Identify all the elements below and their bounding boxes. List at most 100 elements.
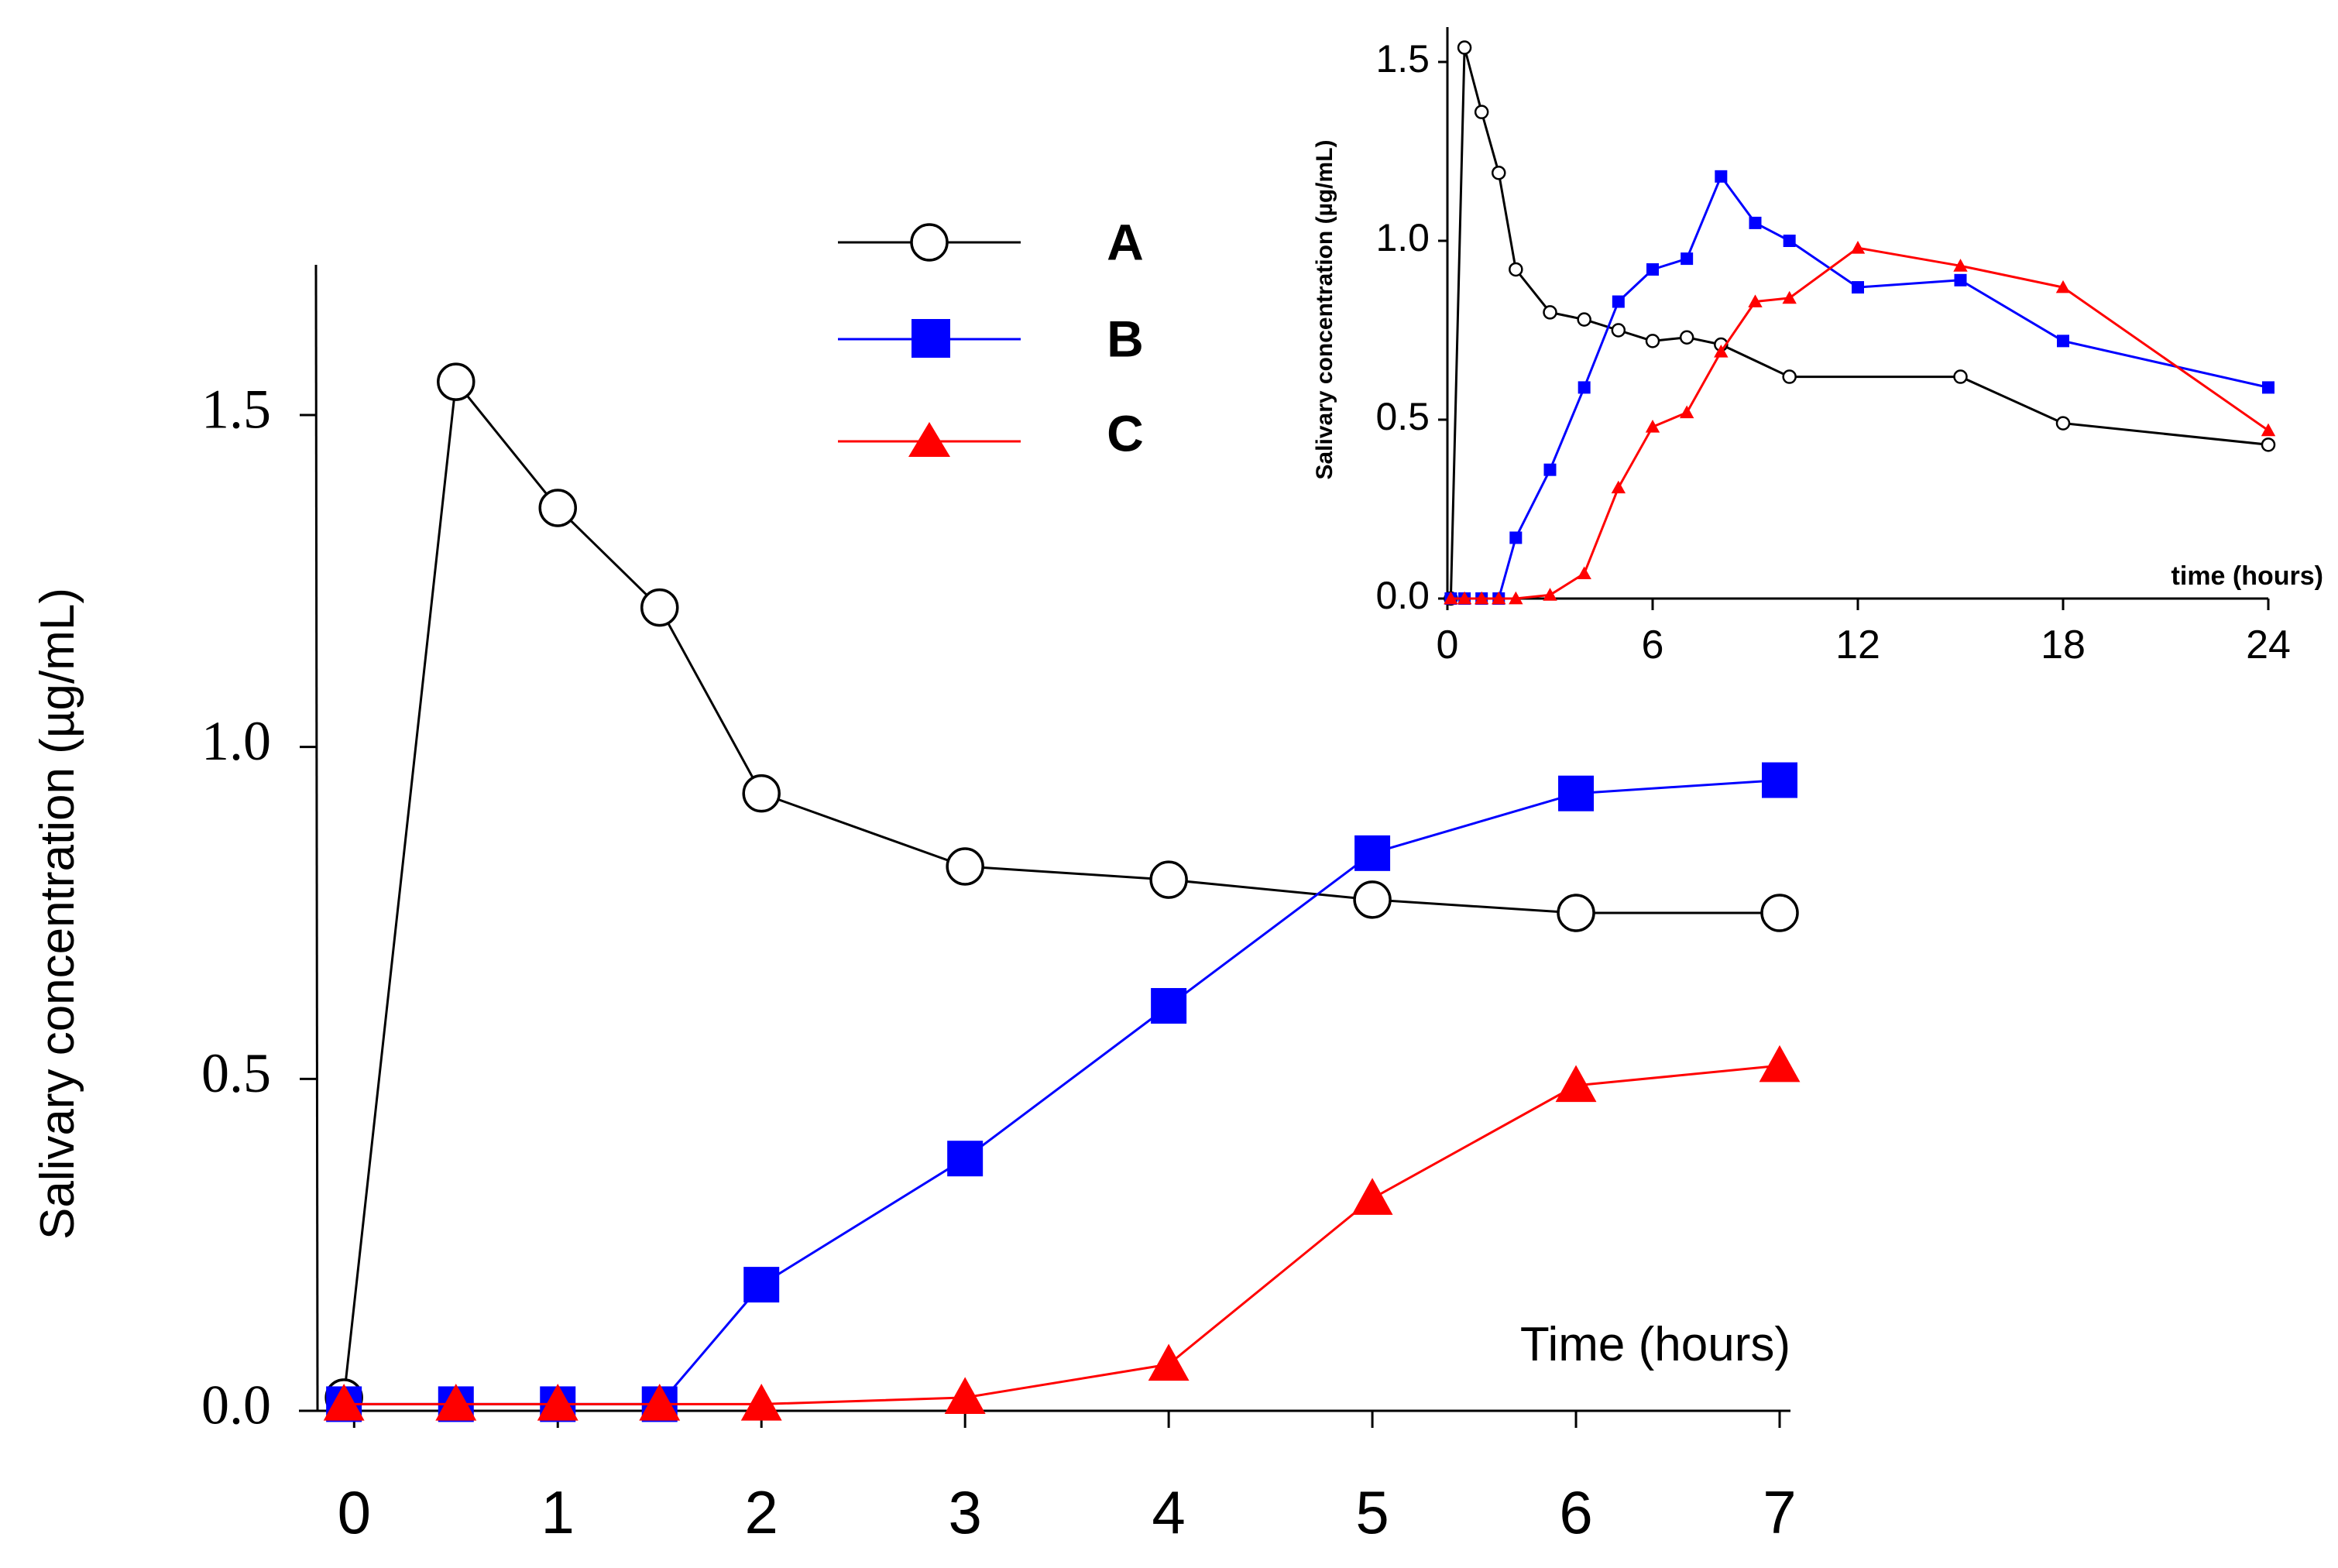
legend-label-a: A (1107, 213, 1144, 270)
inset-series-a-point (1492, 165, 1506, 180)
inset-x-tick-label: 6 (1642, 623, 1664, 667)
inset-series-a-point (1782, 369, 1797, 384)
main-series-c-point (639, 1383, 681, 1421)
inset-series-a-point (1474, 105, 1489, 119)
inset-series-b-point (1715, 170, 1728, 183)
inset-series-c-point (1444, 591, 1458, 605)
inset-series-a-point (1577, 312, 1591, 327)
legend-marker-b (912, 319, 950, 358)
main-y-axis-label: Salivary concentration (µg/mL) (31, 588, 84, 1240)
inset-series-b-point (1852, 281, 1864, 294)
inset-y-tick-label: 0.5 (1375, 395, 1430, 438)
main-y-tick-label: 0.0 (201, 1374, 271, 1436)
legend-label-b: B (1107, 310, 1144, 367)
main-x-tick-label: 2 (745, 1478, 778, 1546)
inset-series-b-point (1783, 235, 1796, 247)
inset-series-b-point (1954, 273, 1967, 286)
main-series-a-point (742, 774, 781, 813)
main-series-a-point (946, 847, 984, 886)
inset-series-c-point (1509, 591, 1523, 605)
inset-series-a-point (1679, 330, 1694, 345)
inset-series-a-point (2055, 416, 2071, 431)
inset-y-axis-label: Salivary concentration (µg/mL) (1312, 139, 1337, 479)
inset-series-c-point (1714, 345, 1729, 358)
main-series-c-point (740, 1383, 782, 1421)
inset-series-b-point (1646, 262, 1659, 276)
inset-series-b-point (1749, 216, 1762, 229)
main-series-c (323, 1045, 1801, 1421)
main-series-b-point (1558, 775, 1595, 811)
main-series-c-point (1351, 1178, 1393, 1215)
main-series-a-line (342, 380, 1780, 1398)
main-x-tick-label: 5 (1355, 1478, 1389, 1546)
main-series-c-point (1555, 1065, 1597, 1103)
main-y-axis (314, 264, 319, 1412)
inset-series-c-point (1577, 566, 1591, 580)
main-series-a-point (437, 362, 475, 401)
main-series-b-point (1354, 835, 1391, 871)
legend-entry-a: A (838, 213, 1144, 270)
legend: A B C (838, 213, 1144, 461)
main-series-c-point (435, 1383, 477, 1421)
inset-series-a-point (1611, 323, 1626, 338)
legend-entry-c: C (838, 404, 1144, 461)
main-series-c-point (1759, 1045, 1801, 1083)
main-x-tick-label: 4 (1152, 1478, 1185, 1546)
inset-series-a-point (1509, 262, 1523, 277)
inset-series-b-point (1509, 531, 1523, 544)
main-x-tick-label: 6 (1559, 1478, 1592, 1546)
inset-series-a-point (1645, 334, 1660, 348)
inset-x-tick-label: 18 (2041, 623, 2086, 667)
main-series-b-point (1762, 762, 1797, 798)
main-x-tick-label: 0 (338, 1478, 371, 1546)
inset-chart: 0 6 12 18 24 0.0 0.5 1.0 1.5 Salivary concentrat… (1312, 27, 2323, 667)
main-y-tick-label: 0.5 (201, 1042, 271, 1104)
inset-y-tick-label: 0.0 (1375, 574, 1430, 617)
inset-series-a-point (1543, 305, 1557, 320)
main-series-b-point (947, 1141, 984, 1177)
inset-series-c-point (1543, 588, 1557, 601)
inset-y-tick-label: 1.5 (1375, 37, 1430, 81)
main-series-a-point (538, 489, 578, 527)
inset-x-tick-label: 24 (2246, 623, 2291, 667)
main-x-tick-label: 3 (948, 1478, 981, 1546)
inset-series-a-point (1953, 369, 1968, 384)
inset-series-c-point (1953, 259, 1968, 272)
inset-series-c-point (1611, 480, 1626, 494)
inset-series-c-point (1782, 290, 1797, 304)
main-series-c-line (344, 1064, 1780, 1405)
inset-series-c-point (1645, 420, 1660, 433)
inset-series-b-point (2262, 381, 2274, 394)
inset-series-c (1444, 241, 2276, 605)
inset-series-c-point (1457, 591, 1472, 605)
inset-series-b-point (1612, 295, 1625, 308)
main-x-tick-label: 1 (541, 1478, 575, 1546)
inset-series-c-point (2055, 280, 2071, 293)
main-chart: 0 1 2 3 4 5 6 7 0.0 0.5 1.0 1.5 Salivary concentrat… (31, 264, 1801, 1546)
main-series-b-point (743, 1267, 780, 1303)
main-series-a-point (1760, 894, 1799, 932)
inset-x-tick-label: 0 (1437, 623, 1459, 667)
inset-series-c-point (1850, 241, 1866, 254)
inset-series-b-point (1543, 463, 1557, 476)
main-x-tick-label: 7 (1763, 1478, 1796, 1546)
main-series-c-point (1148, 1343, 1190, 1381)
main-series-c-point (537, 1383, 578, 1421)
main-series-c-point (323, 1383, 365, 1421)
main-series-c-point (944, 1377, 986, 1415)
inset-series-a-point (2261, 437, 2276, 452)
main-series-a-point (1557, 894, 1595, 932)
main-series-a-point (1353, 880, 1392, 919)
legend-label-c: C (1107, 404, 1144, 461)
inset-y-tick-label: 1.0 (1375, 216, 1430, 259)
main-y-tick-label: 1.0 (201, 710, 271, 772)
legend-entry-b: B (838, 310, 1144, 367)
inset-x-axis-label: time (hours) (2171, 561, 2323, 591)
main-series-b-point (1151, 988, 1187, 1024)
inset-series-b-point (1681, 252, 1694, 266)
inset-series-c-point (1492, 591, 1506, 605)
inset-series-c-point (1679, 405, 1694, 419)
inset-series-a-point (1457, 40, 1472, 55)
